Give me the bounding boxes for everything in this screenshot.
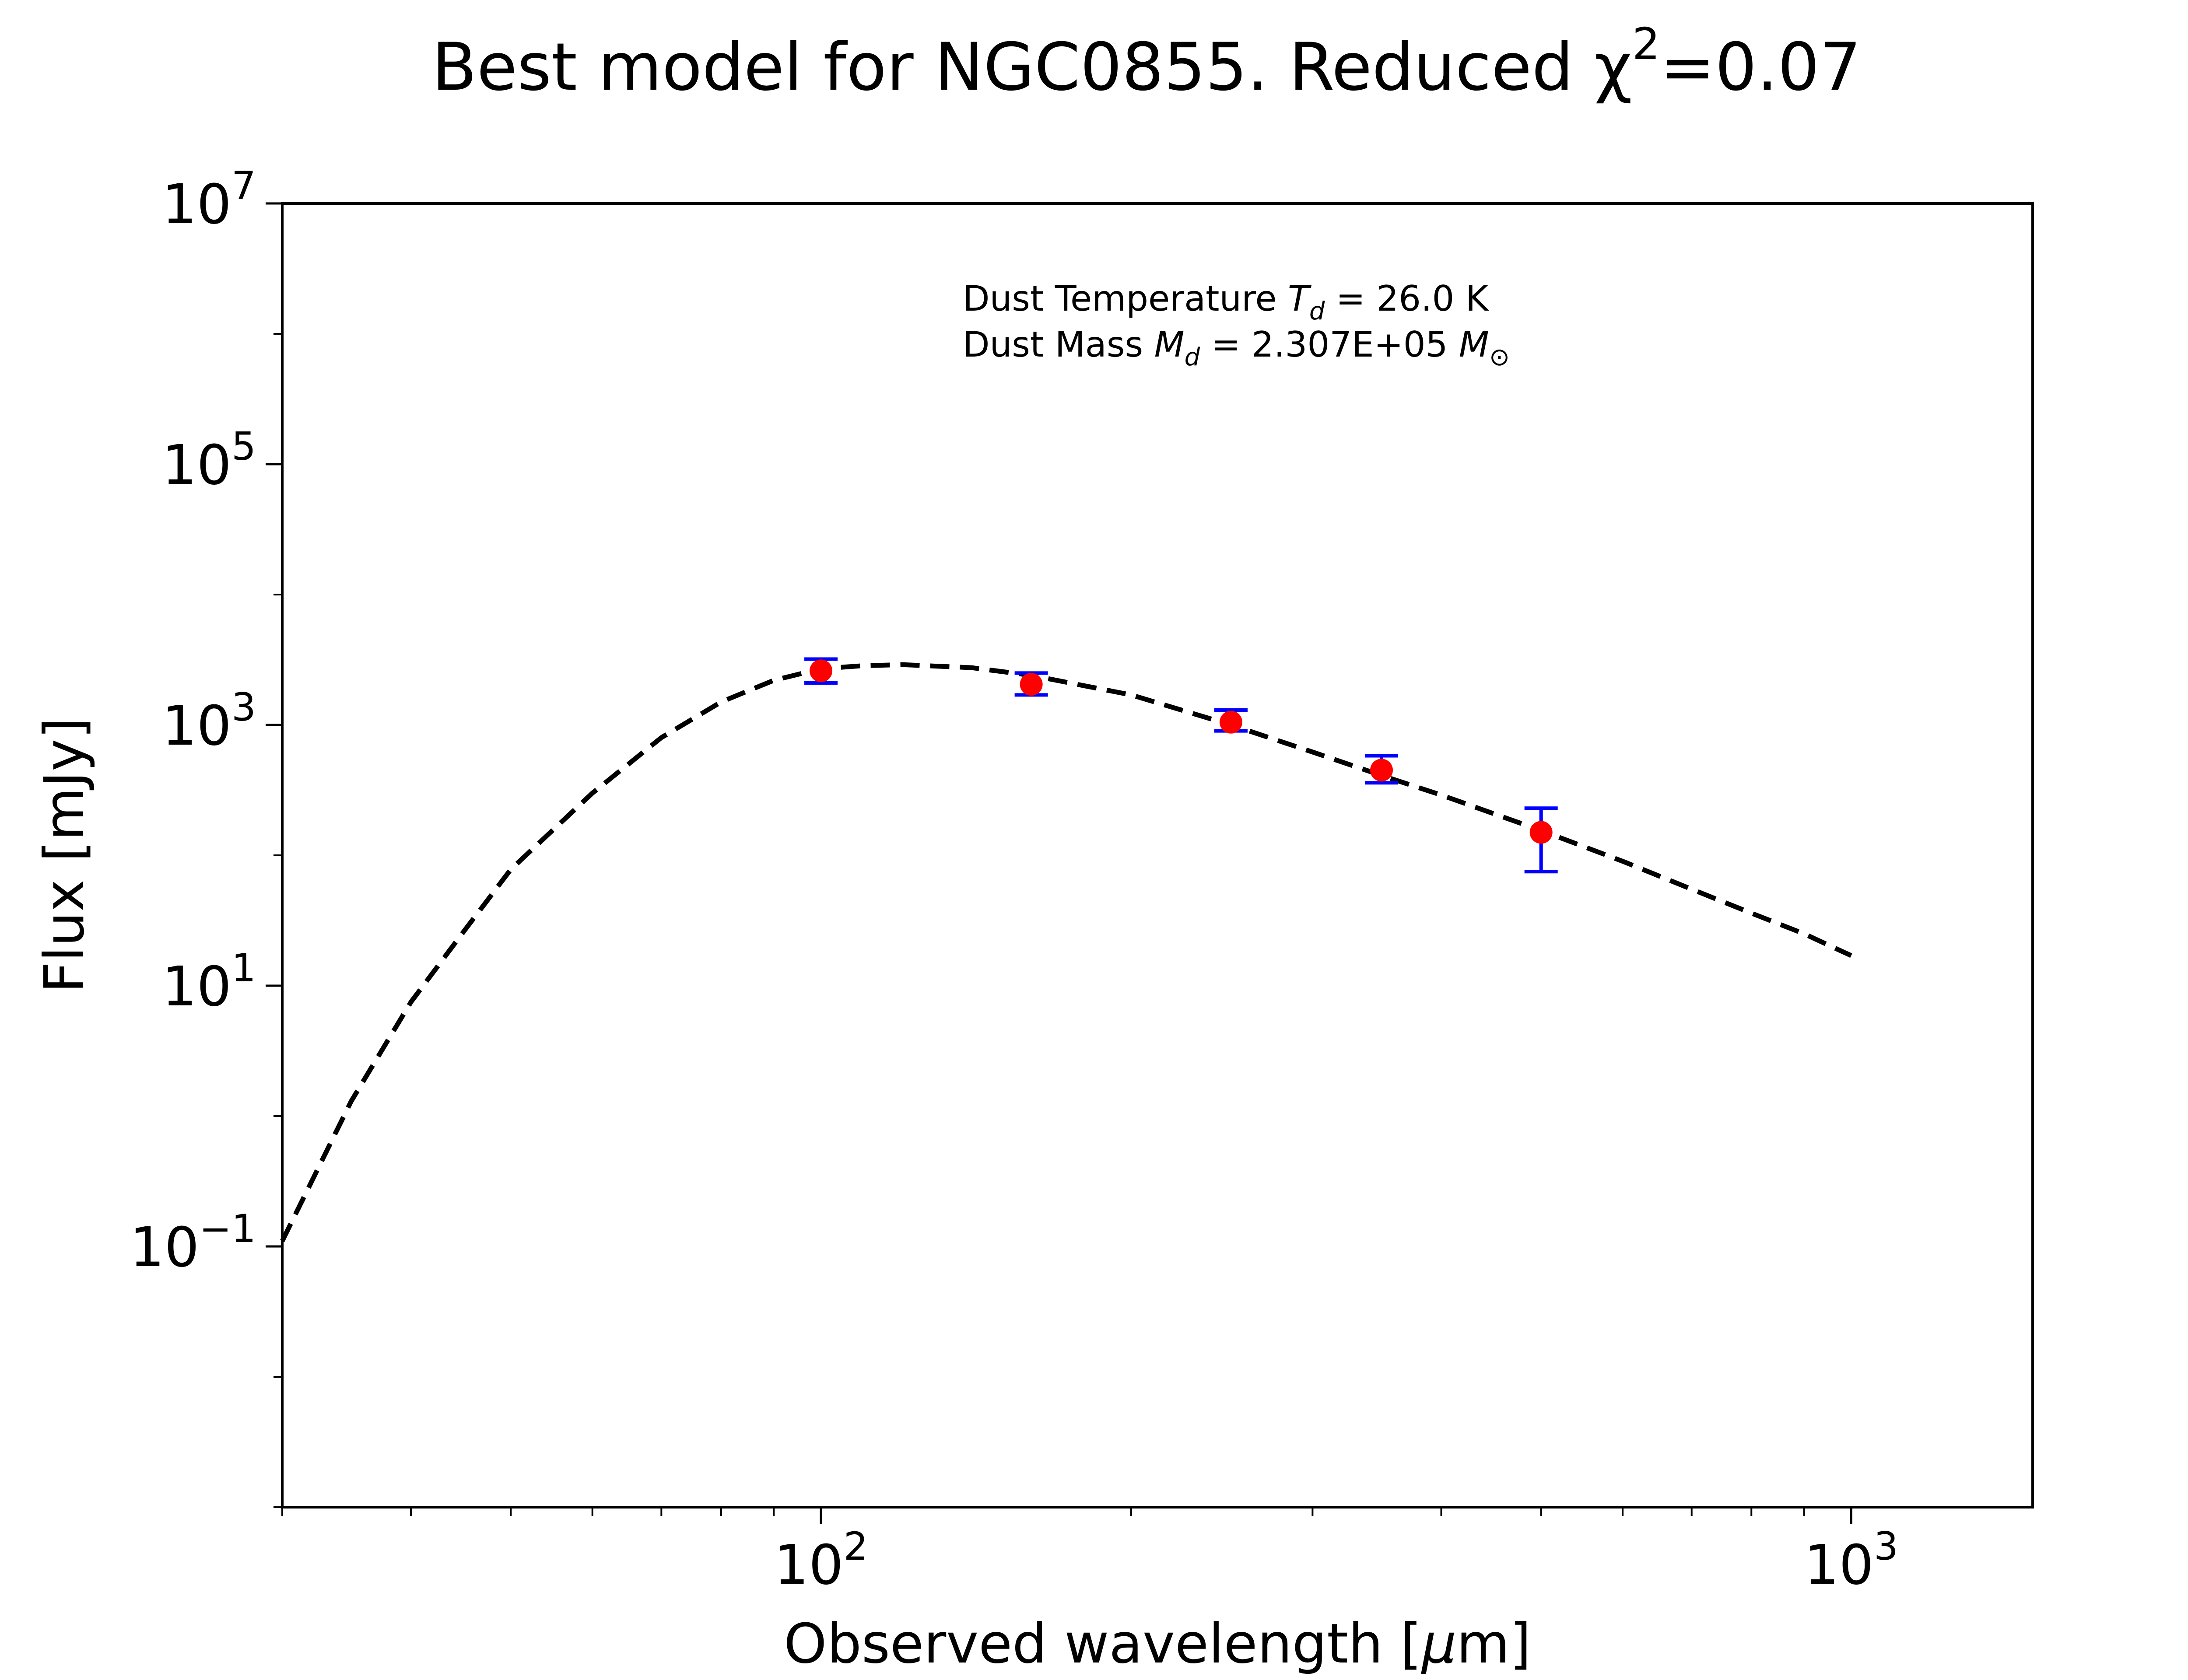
y-tick-label-exponent: 3 — [231, 685, 256, 730]
data-point — [1529, 821, 1553, 844]
y-tick-label-exponent: 1 — [231, 945, 256, 990]
y-tick-label-base: 10 — [162, 694, 231, 758]
chart-title-main: Best model for NGC0855. Reduced χ — [432, 29, 1632, 105]
data-point-group — [1014, 671, 1048, 697]
annotation-mass: Dust Mass Md = 2.307E+05 M⊙ — [963, 324, 1510, 371]
y-tick-label: 103 — [162, 685, 256, 758]
data-point — [1020, 673, 1043, 696]
y-tick-label: 105 — [162, 424, 256, 497]
x-axis-label: Observed wavelength [μm] — [784, 1612, 1531, 1676]
y-tick-label-base: 10 — [162, 434, 231, 497]
annotation-mass-prefix: Dust Mass — [963, 324, 1154, 365]
y-tick-label-exponent: −1 — [199, 1206, 256, 1251]
x-axis-label-suffix: m] — [1456, 1612, 1531, 1676]
annotation-mass-value: = 2.307E+05 — [1200, 324, 1459, 365]
annotation-temperature-suffix: = 26.0 K — [1325, 278, 1489, 319]
y-tick-label: 107 — [162, 163, 256, 236]
model-curve-line — [280, 662, 1852, 1242]
y-tick-label: 101 — [162, 945, 256, 1018]
annotation-mass-symbol: M — [1154, 324, 1185, 365]
annotation-temperature-symbol: T — [1288, 278, 1312, 319]
annotation-mass-unit-subscript: ⊙ — [1489, 343, 1510, 371]
x-tick-label-exponent: 3 — [1874, 1524, 1898, 1569]
data-point-group — [1524, 806, 1558, 874]
y-tick-label: 10−1 — [130, 1206, 256, 1279]
chart-title-suffix: =0.07 — [1660, 29, 1862, 105]
y-tick-label-base: 10 — [162, 173, 231, 236]
y-axis-label: Flux [mJy] — [33, 718, 96, 993]
data-point-group — [1364, 754, 1398, 785]
data-point — [1219, 710, 1242, 734]
annotation-mass-subscript: d — [1185, 343, 1200, 371]
chart-title-superscript: 2 — [1632, 18, 1660, 70]
y-tick-label-base: 10 — [162, 955, 231, 1018]
x-axis-label-mu: μ — [1421, 1612, 1457, 1676]
data-point-group — [1214, 708, 1248, 734]
data-points-layer — [804, 657, 1558, 874]
chart-title: Best model for NGC0855. Reduced χ2=0.07 — [432, 18, 1861, 105]
y-tick-label-exponent: 7 — [231, 163, 256, 208]
y-tick-label-exponent: 5 — [231, 424, 256, 469]
data-point — [810, 659, 833, 682]
data-point — [1370, 759, 1393, 782]
x-tick-label-base: 10 — [1804, 1533, 1874, 1597]
annotation-mass-unit-symbol: M — [1459, 324, 1489, 365]
x-tick-label: 103 — [1804, 1524, 1898, 1597]
model-curve-layer — [280, 662, 1852, 1242]
x-tick-label-exponent: 2 — [844, 1524, 868, 1569]
x-tick-label-base: 10 — [774, 1533, 844, 1597]
data-point-group — [804, 657, 838, 685]
x-axis-label-prefix: Observed wavelength [ — [784, 1612, 1422, 1676]
annotation-temperature: Dust Temperature Td = 26.0 K — [963, 278, 1490, 326]
annotation-temperature-prefix: Dust Temperature — [963, 278, 1288, 319]
y-tick-label-base: 10 — [130, 1216, 199, 1279]
annotation-temperature-subscript: d — [1309, 297, 1325, 326]
x-tick-label: 102 — [774, 1524, 868, 1597]
